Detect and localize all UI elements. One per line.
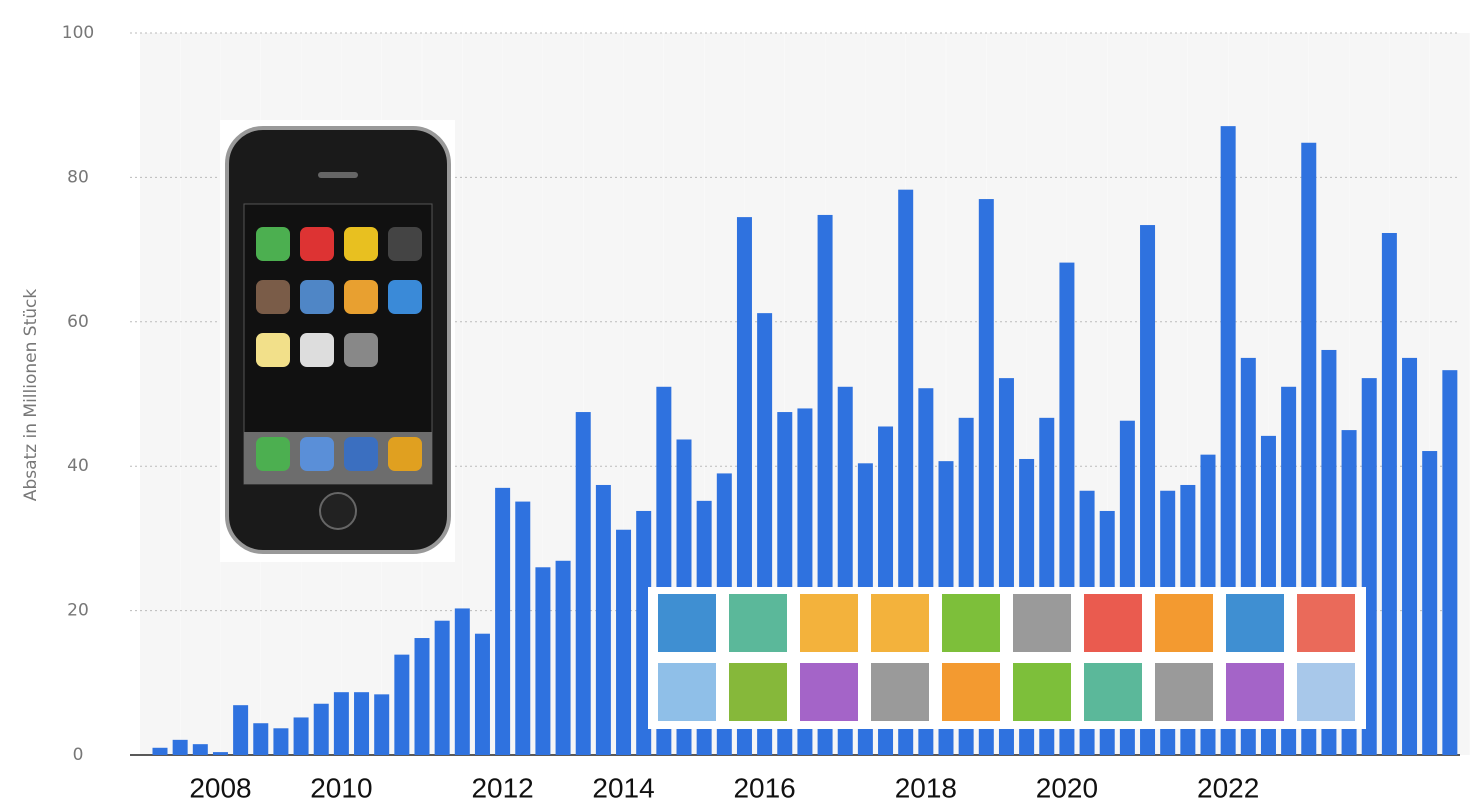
- chart: Absatz in Millionen Stück 0 20 40 60 80 100 20…: [0, 0, 1473, 806]
- app-icon: [1084, 663, 1142, 721]
- y-tick-label: 40: [67, 456, 89, 476]
- phone-icon: [256, 227, 290, 261]
- bar: [1382, 233, 1397, 755]
- bar: [415, 638, 430, 755]
- app-icon: [1013, 663, 1071, 721]
- bar: [334, 692, 349, 755]
- bar: [475, 634, 490, 755]
- bar: [193, 744, 208, 755]
- app-icon: [1297, 594, 1355, 652]
- phone-image: [220, 120, 455, 562]
- bar: [394, 655, 409, 755]
- bar: [556, 561, 571, 755]
- app-icon: [942, 594, 1000, 652]
- app-icon: [1155, 594, 1213, 652]
- bar: [616, 530, 631, 755]
- phone-icon: [388, 227, 422, 261]
- app-icon: [658, 663, 716, 721]
- app-icon: [800, 663, 858, 721]
- app-icon: [1155, 663, 1213, 721]
- phone-icon: [344, 333, 378, 367]
- phone-icon: [256, 333, 290, 367]
- bar: [435, 621, 450, 755]
- x-tick-label: 2016: [733, 772, 795, 803]
- app-icon: [1013, 594, 1071, 652]
- bar: [233, 705, 248, 755]
- bar: [374, 694, 389, 755]
- bar: [495, 488, 510, 755]
- dock-icon: [388, 437, 422, 471]
- dock-icon: [344, 437, 378, 471]
- bar: [294, 717, 309, 755]
- x-tick-label: 2022: [1197, 772, 1259, 803]
- bar: [1442, 370, 1457, 755]
- icon-image: [648, 587, 1366, 729]
- y-tick-label: 0: [73, 745, 84, 765]
- home-button: [320, 493, 356, 529]
- app-icon: [1297, 663, 1355, 721]
- bar: [173, 740, 188, 755]
- bar: [1402, 358, 1417, 755]
- bar: [153, 748, 168, 755]
- x-tick-label: 2008: [189, 772, 251, 803]
- phone-icon: [300, 280, 334, 314]
- app-icon: [1226, 663, 1284, 721]
- app-icon: [942, 663, 1000, 721]
- band: [140, 33, 180, 755]
- bar: [314, 704, 329, 755]
- phone-icon: [344, 227, 378, 261]
- bar: [253, 723, 268, 755]
- app-icon: [871, 594, 929, 652]
- x-tick-label: 2020: [1036, 772, 1098, 803]
- y-tick-label: 60: [67, 312, 89, 332]
- y-tick-label: 20: [67, 601, 89, 621]
- dock-icon: [256, 437, 290, 471]
- app-icon: [1226, 594, 1284, 652]
- bar: [535, 567, 550, 755]
- phone-icon: [344, 280, 378, 314]
- bar: [213, 752, 228, 755]
- x-tick-label: 2018: [895, 772, 957, 803]
- bar: [576, 412, 591, 755]
- dock-icon: [300, 437, 334, 471]
- speaker: [318, 172, 358, 178]
- x-tick-label: 2012: [471, 772, 533, 803]
- x-tick-label: 2014: [592, 772, 654, 803]
- app-icon: [871, 663, 929, 721]
- bar: [596, 485, 611, 755]
- bar: [1422, 451, 1437, 755]
- x-tick-label: 2010: [310, 772, 372, 803]
- phone-icon: [300, 227, 334, 261]
- y-tick-label: 100: [62, 23, 94, 43]
- phone-icon: [388, 280, 422, 314]
- bar: [273, 728, 288, 755]
- phone-icon: [300, 333, 334, 367]
- bar: [455, 608, 470, 755]
- phone-icon: [256, 280, 290, 314]
- app-icon: [658, 594, 716, 652]
- y-axis-label: Absatz in Millionen Stück: [21, 289, 41, 502]
- app-icon: [729, 663, 787, 721]
- app-icon: [800, 594, 858, 652]
- y-tick-label: 80: [67, 167, 89, 187]
- app-icon: [729, 594, 787, 652]
- bar: [354, 692, 369, 755]
- bar: [515, 502, 530, 755]
- app-icon: [1084, 594, 1142, 652]
- band: [180, 33, 220, 755]
